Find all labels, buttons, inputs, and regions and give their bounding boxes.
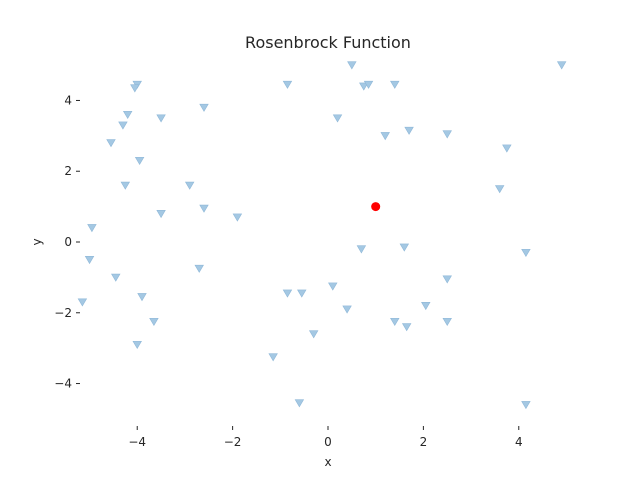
sample-point	[359, 82, 369, 91]
sample-point	[111, 273, 121, 282]
y-tick-label: −2	[54, 306, 72, 320]
sample-point	[84, 256, 95, 265]
x-tick-label: −2	[224, 435, 242, 449]
sample-point	[401, 323, 412, 332]
sample-point	[87, 224, 97, 233]
sample-point	[442, 317, 452, 326]
sample-point	[132, 340, 142, 349]
sample-point	[502, 144, 512, 153]
y-axis: −4 −2 0 2 4	[54, 93, 80, 391]
sample-point	[77, 298, 88, 307]
sample-point	[134, 156, 145, 165]
sample-point	[399, 243, 410, 252]
sample-point	[194, 264, 204, 273]
sample-point	[521, 248, 531, 257]
sample-point	[404, 126, 414, 135]
x-axis-label: x	[324, 455, 331, 469]
sample-point	[356, 245, 367, 254]
sample-point	[347, 61, 357, 70]
x-tick-label: −4	[128, 435, 146, 449]
sample-point	[156, 114, 166, 123]
sample-point	[294, 399, 305, 408]
sample-point	[282, 289, 293, 298]
sample-point	[130, 84, 140, 93]
sample-point	[184, 181, 195, 190]
sample-point	[137, 293, 147, 302]
sample-point	[442, 130, 452, 139]
sample-point	[390, 317, 400, 326]
sample-point	[118, 121, 128, 130]
sample-point	[106, 139, 116, 148]
y-tick-label: 2	[64, 164, 72, 178]
sample-point	[332, 114, 343, 123]
sample-point	[120, 181, 131, 190]
x-tick-label: 4	[515, 435, 523, 449]
sample-point	[390, 80, 400, 89]
chart-title: Rosenbrock Function	[245, 33, 411, 52]
sample-point	[521, 401, 531, 410]
sample-point	[442, 275, 452, 284]
sample-point	[149, 317, 159, 326]
sample-point	[308, 330, 319, 339]
minimum-point	[371, 202, 381, 212]
sample-point	[363, 80, 374, 89]
sample-point	[268, 353, 278, 362]
y-tick-label: 4	[64, 93, 72, 107]
sample-point	[380, 132, 390, 141]
y-tick-label: 0	[64, 235, 72, 249]
sample-point	[297, 289, 307, 298]
x-tick-label: 2	[420, 435, 428, 449]
data-points	[77, 61, 567, 410]
x-axis: −4 −2 0 2 4	[128, 426, 523, 449]
sample-point	[199, 204, 209, 213]
sample-point	[282, 80, 293, 89]
sample-point	[199, 103, 209, 112]
sample-point	[421, 302, 431, 311]
sample-point	[328, 282, 338, 291]
y-tick-label: −4	[54, 377, 72, 391]
y-axis-label: y	[30, 238, 44, 245]
sample-point	[122, 110, 133, 119]
sample-point	[156, 210, 166, 219]
sample-point	[232, 213, 243, 222]
sample-point	[342, 305, 352, 314]
sample-point	[556, 61, 567, 70]
sample-point	[494, 185, 505, 194]
x-tick-label: 0	[324, 435, 332, 449]
